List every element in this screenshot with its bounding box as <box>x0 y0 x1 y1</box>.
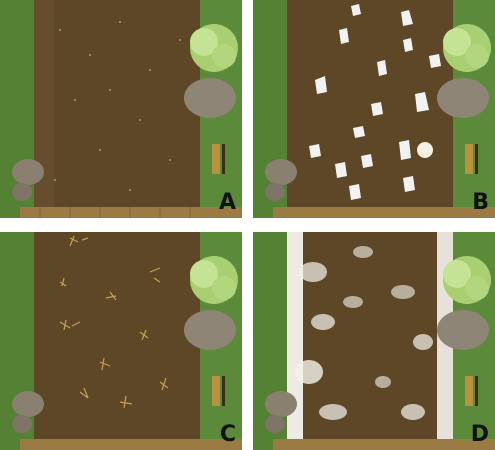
rock-icon <box>437 78 489 118</box>
rock-icon <box>12 159 44 185</box>
scene-panel-c: C <box>0 232 242 450</box>
tree-icon <box>443 256 491 304</box>
fence-icon <box>273 207 495 218</box>
soil-path <box>34 0 200 210</box>
scene-panel-d: D <box>253 232 495 450</box>
tree-icon <box>443 24 491 72</box>
scene-canvas-c <box>0 232 242 450</box>
bench-icon <box>212 376 225 406</box>
scene-canvas-a <box>0 0 242 218</box>
panel-label: B <box>472 190 489 215</box>
rock-icon <box>265 391 297 417</box>
panel-label: D <box>470 422 489 447</box>
scene-panel-b: B <box>253 0 495 218</box>
rock-icon <box>265 159 297 185</box>
soil-path <box>34 232 200 442</box>
panel-label: C <box>219 422 236 447</box>
rock-icon <box>265 183 285 201</box>
bench-icon <box>465 376 478 406</box>
rock-icon <box>265 415 285 433</box>
bench-icon <box>212 144 225 174</box>
fence-icon <box>20 439 242 450</box>
tree-icon <box>190 256 238 304</box>
golden-litter <box>59 235 169 409</box>
soil-path <box>287 0 453 210</box>
bench-icon <box>465 144 478 174</box>
fence-slats <box>39 207 191 218</box>
scene-canvas-d <box>253 232 495 450</box>
tree-icon <box>190 24 238 72</box>
soil-speckles <box>54 21 181 191</box>
rock-icon <box>12 183 32 201</box>
rock-icon <box>12 415 32 433</box>
rock-icon <box>12 391 44 417</box>
fence-icon <box>20 207 242 218</box>
soil-edge <box>34 0 54 210</box>
panel-label: A <box>218 190 236 215</box>
fence-icon <box>273 439 495 450</box>
scene-panel-a: A <box>0 0 242 218</box>
scene-canvas-b <box>253 0 495 218</box>
rock-icon <box>437 310 489 350</box>
paper-trash-pieces <box>309 4 441 200</box>
rock-icon <box>184 78 236 118</box>
rock-icon <box>184 310 236 350</box>
